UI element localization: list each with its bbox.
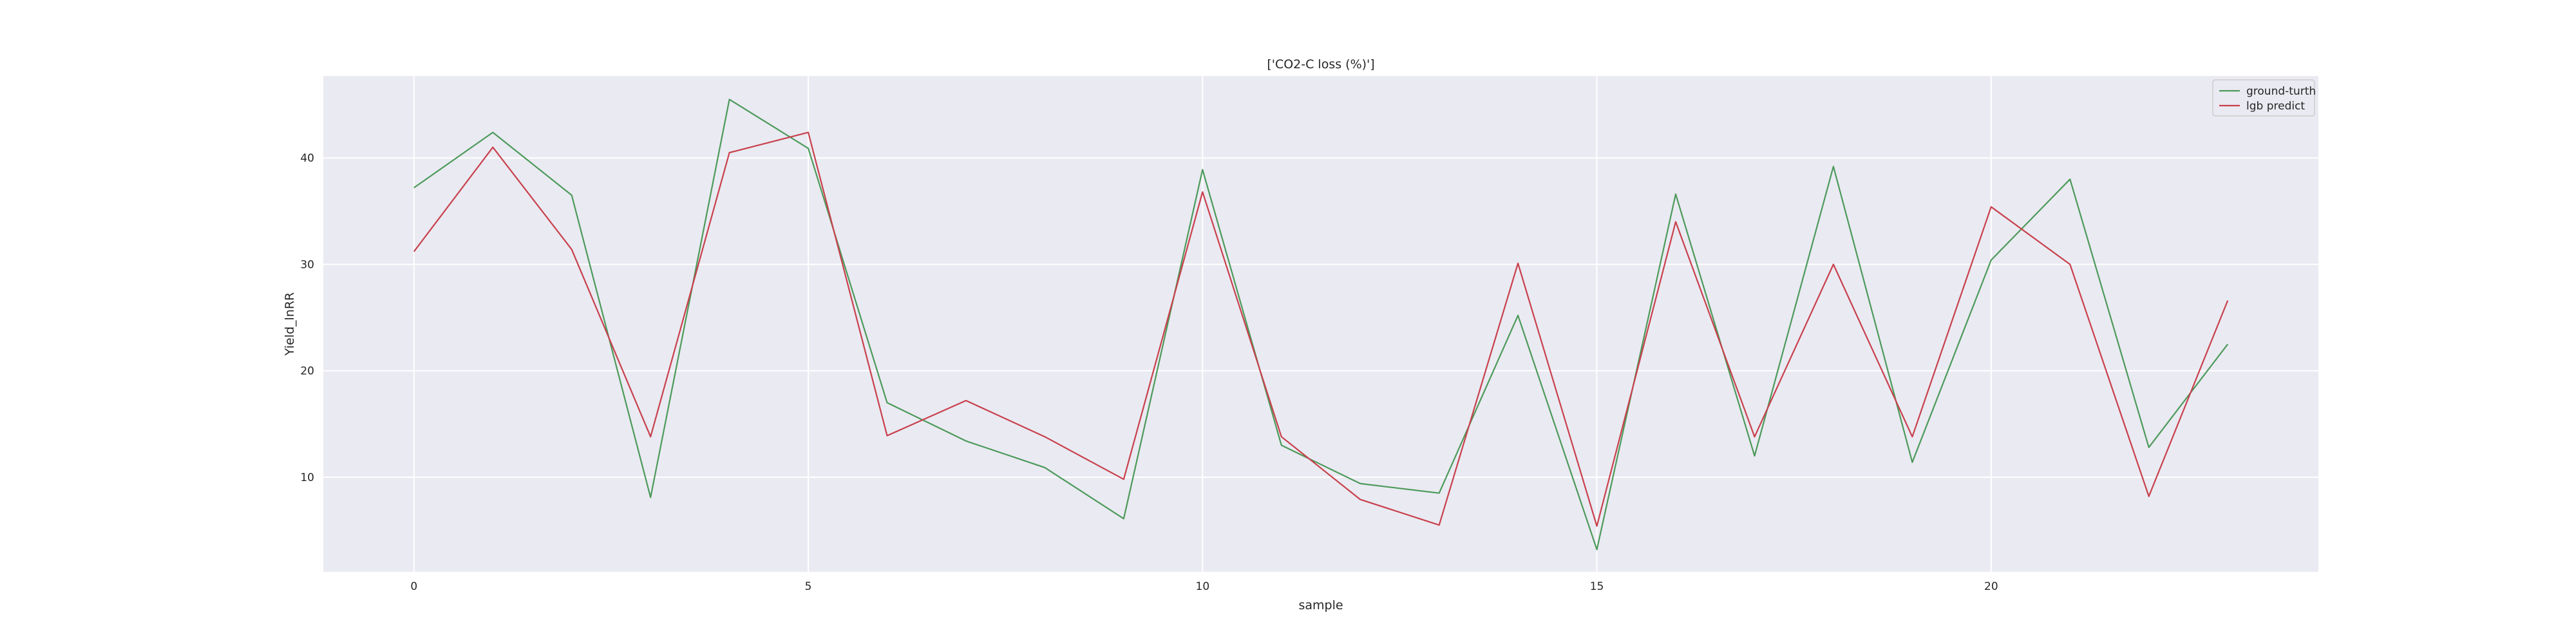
legend-label-0: ground-turth [2246,85,2316,98]
x-tick-label: 0 [410,580,417,593]
x-tick-label: 15 [1590,580,1604,593]
chart-title: ['CO2-C loss (%)'] [1267,57,1374,71]
x-tick-label: 5 [805,580,812,593]
series-layer [413,99,2229,551]
y-tick-label: 30 [300,258,314,271]
series-line-0 [413,99,2229,551]
x-tick-labels: 0 5 10 15 20 [410,580,1998,593]
y-tick-label: 10 [300,471,314,484]
x-tick-label: 10 [1196,580,1210,593]
y-tick-labels: 10 20 30 40 [300,152,314,484]
y-tick-label: 40 [300,152,314,165]
legend: ground-turth lgb predict [2212,79,2316,117]
plot-area [323,76,2318,572]
x-axis-label: sample [1298,598,1343,612]
grid [323,76,2318,572]
y-tick-label: 20 [300,365,314,378]
x-tick-label: 20 [1984,580,1998,593]
y-axis-label: Yield_lnRR [283,292,297,356]
legend-label-1: lgb predict [2246,100,2305,113]
series-line-1 [413,131,2229,527]
legend-box [2212,79,2315,117]
